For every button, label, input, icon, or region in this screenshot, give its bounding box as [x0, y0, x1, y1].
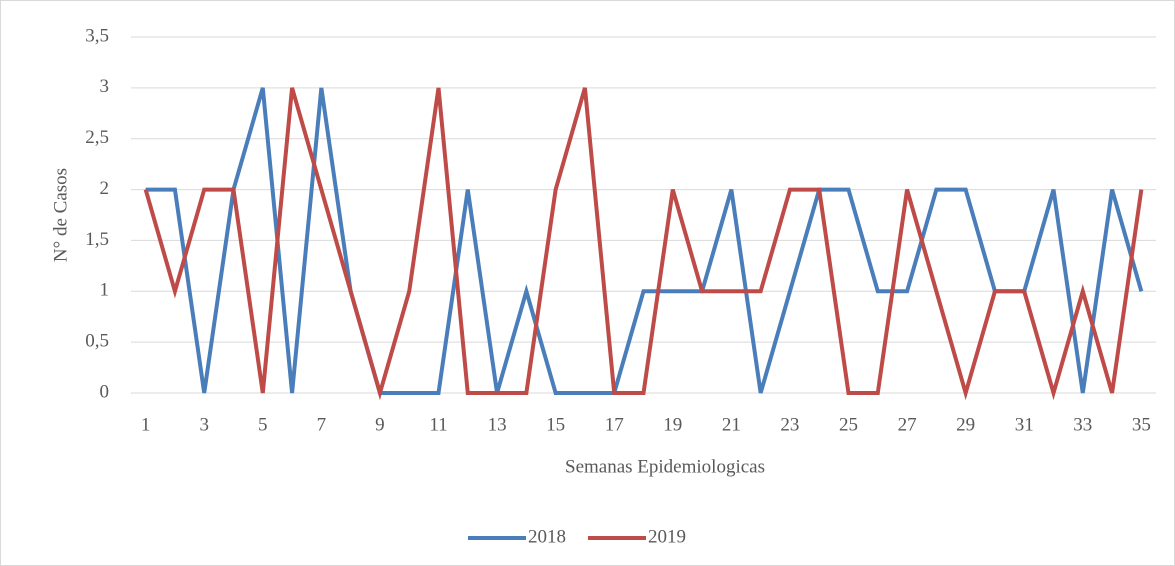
y-tick-label: 2,5 [85, 127, 109, 148]
y-tick-label: 1 [100, 280, 110, 301]
line-series [145, 87, 1144, 395]
x-tick-label: 27 [898, 414, 917, 435]
x-tick-label: 9 [375, 414, 385, 435]
y-tick-label: 3 [100, 76, 110, 97]
x-tick-label: 3 [199, 414, 209, 435]
x-tick-label: 1 [141, 414, 151, 435]
x-tick-label: 23 [780, 414, 799, 435]
legend-label: 2019 [648, 526, 686, 547]
y-tick-label: 3,5 [85, 25, 109, 46]
x-tick-label: 17 [605, 414, 624, 435]
legend-label: 2018 [528, 526, 566, 547]
x-tick-label: 31 [1015, 414, 1034, 435]
y-tick-label: 0,5 [85, 331, 109, 352]
x-tick-label: 5 [258, 414, 268, 435]
x-tick-label: 21 [722, 414, 741, 435]
x-tick-label: 7 [317, 414, 327, 435]
y-tick-label: 2 [100, 178, 110, 199]
y-axis-title: N° de Casos [50, 168, 71, 262]
line-series [143, 87, 1144, 401]
x-tick-label: 29 [956, 414, 975, 435]
x-tick-label: 35 [1132, 414, 1151, 435]
x-tick-label: 33 [1073, 414, 1092, 435]
x-tick-label: 15 [546, 414, 565, 435]
y-tick-label: 1,5 [85, 229, 109, 250]
x-axis-title: Semanas Epidemiologicas [565, 456, 765, 477]
x-tick-label: 11 [429, 414, 447, 435]
y-tick-label: 0 [100, 381, 110, 402]
x-tick-label: 13 [488, 414, 507, 435]
x-tick-label: 19 [663, 414, 682, 435]
x-tick-label: 25 [839, 414, 858, 435]
